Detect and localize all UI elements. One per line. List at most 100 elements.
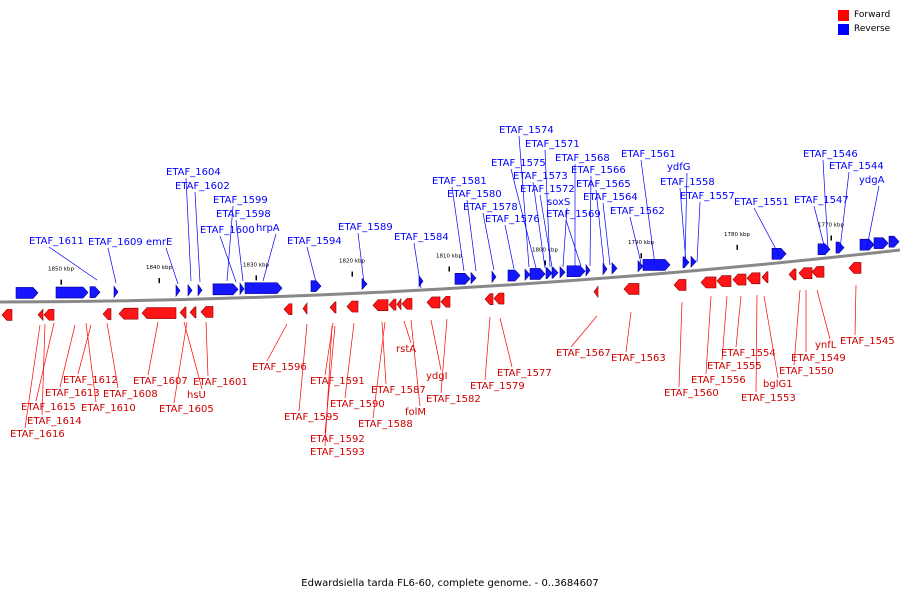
forward-gene-label: ETAF_1554 <box>721 348 776 359</box>
reverse-gene-label: ETAF_1581 <box>432 176 487 187</box>
axis-tick-label: 1830 kbp <box>243 262 269 268</box>
gene-arrow <box>346 300 359 313</box>
gene-arrow <box>611 262 618 275</box>
label-leader-line <box>539 194 553 268</box>
gene-arrow <box>310 280 322 292</box>
label-leader-line <box>562 207 568 268</box>
label-leader-line <box>430 319 442 371</box>
genome-backbone <box>0 248 900 304</box>
reverse-gene-label: ETAF_1566 <box>571 165 626 176</box>
forward-gene-label: ETAF_1550 <box>779 366 834 377</box>
reverse-swatch <box>838 23 849 35</box>
forward-gene-label: ETAF_1579 <box>470 381 525 392</box>
gene-arrow <box>771 248 787 260</box>
forward-gene-label: ETAF_1616 <box>10 429 65 440</box>
gene-arrow <box>239 282 245 296</box>
label-leader-line <box>466 199 477 272</box>
label-leader-line <box>532 181 546 269</box>
label-leader-line <box>602 202 611 266</box>
reverse-gene-label: ETAF_1546 <box>803 149 858 160</box>
gene-arrow <box>529 268 546 280</box>
gene-arrow <box>401 298 413 310</box>
label-leader-line <box>226 205 234 282</box>
gene-arrow <box>283 303 293 316</box>
reverse-gene-label: ETAF_1580 <box>447 189 502 200</box>
gene-arrow <box>637 259 644 273</box>
label-leader-line <box>589 175 592 267</box>
gene-arrow <box>187 283 193 297</box>
label-leader-line <box>451 186 465 272</box>
reverse-gene-label: ETAF_1600 <box>200 225 255 236</box>
reverse-gene-label: ETAF_1568 <box>555 153 610 164</box>
reverse-gene-label: ETAF_1564 <box>583 192 638 203</box>
gene-arrow <box>811 266 825 278</box>
gene-arrow <box>585 263 591 277</box>
forward-gene-label: ETAF_1591 <box>310 376 365 387</box>
gene-arrow <box>491 270 497 284</box>
gene-arrow <box>673 279 687 291</box>
label-leader-line <box>499 317 513 368</box>
axis-tick-label: 1820 kbp <box>339 259 365 265</box>
forward-gene-label: ETAF_1615 <box>21 402 76 413</box>
label-leader-line <box>595 189 605 266</box>
forward-gene-label: ETAF_1592 <box>310 434 365 445</box>
label-leader-line <box>48 246 98 281</box>
axis-tick-mark <box>351 271 353 277</box>
label-leader-line <box>816 289 831 340</box>
label-leader-line <box>696 201 701 263</box>
label-leader-line <box>705 295 712 375</box>
axis-tick-label: 1800 kbp <box>532 247 558 253</box>
reverse-gene-label: ETAF_1562 <box>610 206 665 217</box>
gene-arrow <box>372 299 389 312</box>
label-leader-line <box>813 205 826 250</box>
gene-arrow <box>15 287 39 299</box>
gene-arrow <box>113 285 119 299</box>
gene-arrow <box>440 295 451 308</box>
gene-arrow <box>212 283 239 296</box>
label-leader-line <box>77 324 92 375</box>
forward-gene-label: ETAF_1608 <box>103 389 158 400</box>
axis-tick-mark <box>640 253 642 259</box>
reverse-gene-label: ETAF_1604 <box>166 167 221 178</box>
gene-arrow <box>302 302 308 316</box>
reverse-gene-label: ETAF_1576 <box>485 214 540 225</box>
gene-arrow <box>454 272 471 285</box>
label-leader-line <box>85 322 97 403</box>
reverse-gene-label: ETAF_1557 <box>680 191 735 202</box>
label-leader-line <box>866 185 880 248</box>
gene-arrow <box>484 293 494 305</box>
label-leader-line <box>839 171 850 250</box>
label-leader-line <box>854 284 857 336</box>
gene-arrow <box>732 273 747 286</box>
reverse-gene-label: emrE <box>146 237 172 248</box>
reverse-gene-label: ETAF_1551 <box>734 197 789 208</box>
gene-arrow <box>888 235 900 248</box>
label-leader-line <box>570 315 598 348</box>
reverse-gene-label: soxS <box>547 197 570 208</box>
forward-gene-label: ETAF_1549 <box>791 353 846 364</box>
label-leader-line <box>440 318 448 394</box>
gene-arrow <box>396 297 402 311</box>
label-leader-line <box>510 168 537 269</box>
axis-tick-mark <box>544 260 546 266</box>
axis-tick-label: 1780 kbp <box>724 232 750 238</box>
axis-tick-mark <box>255 275 257 281</box>
label-leader-line <box>298 323 308 412</box>
gene-arrow <box>200 306 214 318</box>
reverse-gene-label: ETAF_1544 <box>829 161 884 172</box>
reverse-gene-label: ETAF_1558 <box>660 177 715 188</box>
gene-arrow <box>559 265 566 279</box>
gene-arrow <box>470 271 477 285</box>
forward-gene-label: hsU <box>187 390 206 401</box>
forward-gene-label: ETAF_1607 <box>133 376 188 387</box>
label-leader-line <box>147 321 159 376</box>
label-leader-line <box>205 321 209 377</box>
forward-gene-label: ynfL <box>815 340 837 351</box>
axis-tick-mark <box>158 278 160 284</box>
label-leader-line <box>822 159 829 250</box>
gene-arrow <box>859 238 875 251</box>
gene-arrow <box>43 308 55 321</box>
reverse-gene-label: ydfG <box>667 162 691 173</box>
reverse-gene-label: ETAF_1599 <box>213 195 268 206</box>
label-leader-line <box>518 135 530 268</box>
